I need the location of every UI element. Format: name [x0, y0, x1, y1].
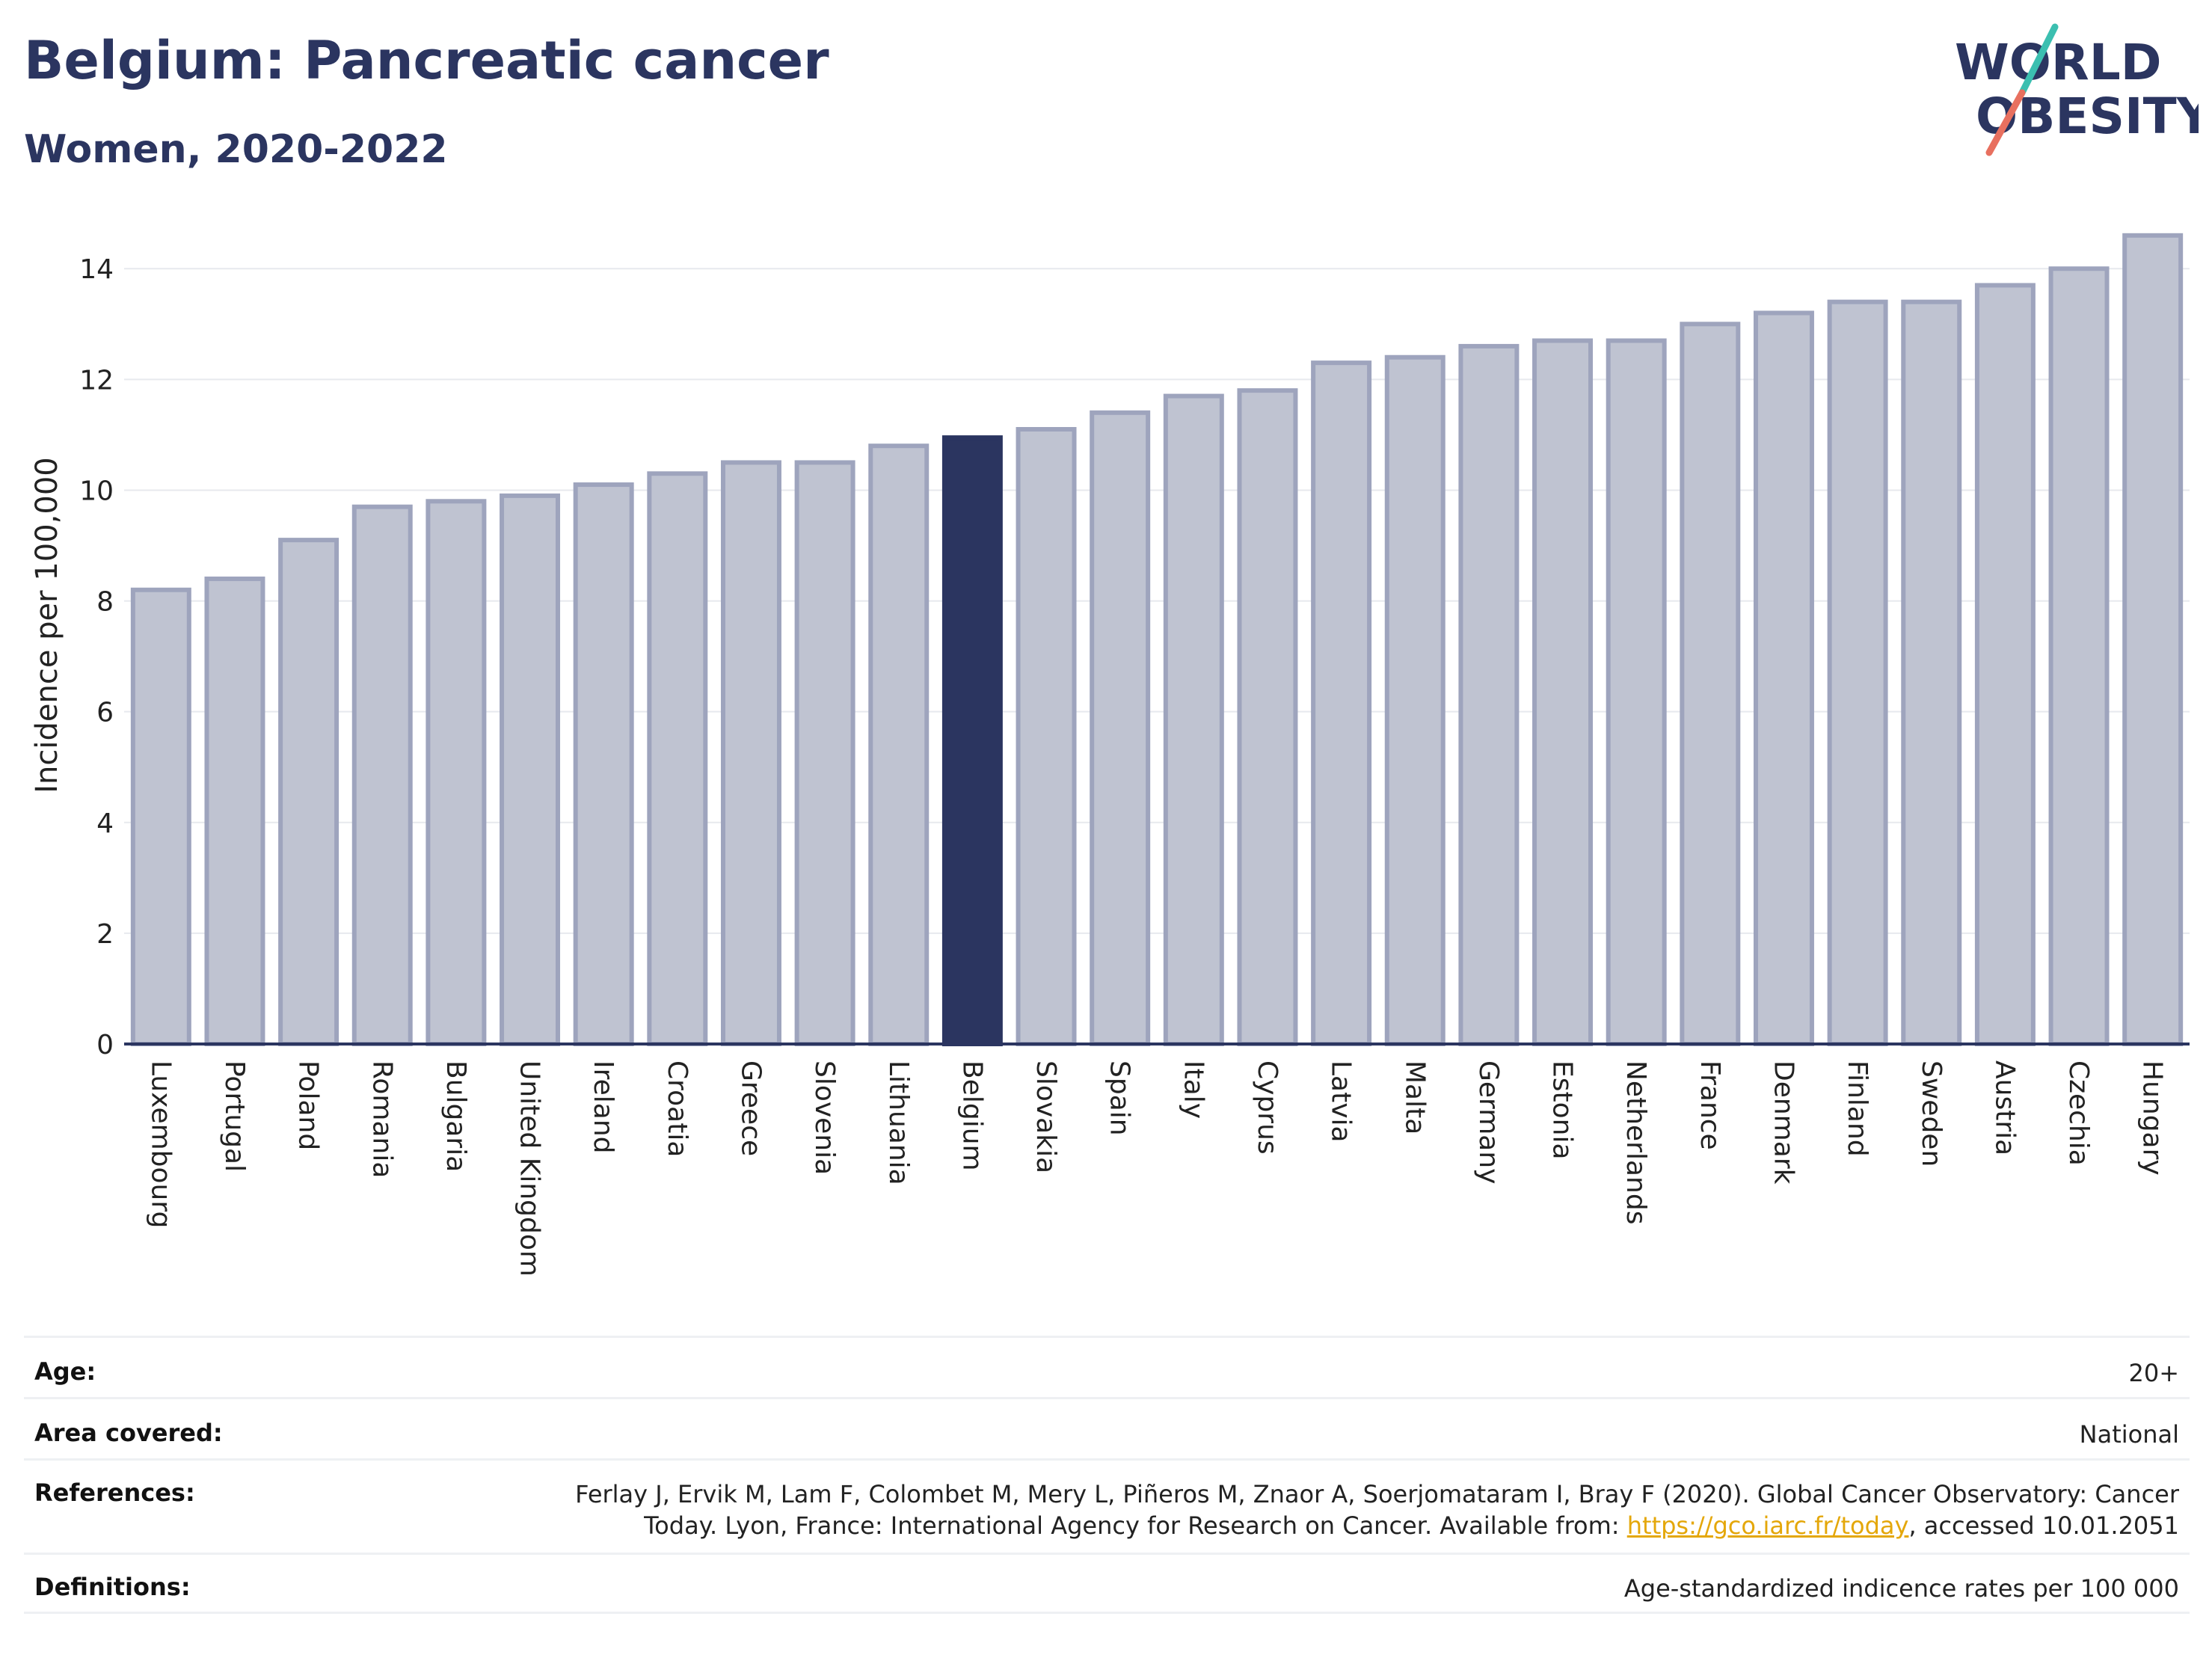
y-tick-label: 0 [96, 1030, 114, 1060]
x-tick-label: Hungary [2137, 1060, 2168, 1176]
bar [1974, 283, 2036, 1046]
x-tick-label: Latvia [1326, 1060, 1357, 1143]
bar [1311, 360, 1372, 1046]
x-tick-label: Ireland [588, 1060, 618, 1154]
bar [278, 538, 340, 1046]
x-tick-label: Cyprus [1252, 1060, 1282, 1155]
definitions-value: Age-standardized indicence rates per 100… [1623, 1574, 2179, 1603]
bar [130, 587, 191, 1046]
info-row-definitions: Definitions: Age-standardized indicence … [24, 1553, 2190, 1614]
x-tick-label: Czechia [2063, 1060, 2094, 1166]
references-label: References: [34, 1479, 195, 1507]
info-row-references: References: Ferlay J, Ervik M, Lam F, Co… [24, 1458, 2190, 1553]
bar [868, 443, 930, 1046]
x-tick-label: Italy [1178, 1060, 1208, 1119]
area-label: Area covered: [34, 1419, 223, 1447]
x-tick-label: Slovenia [809, 1060, 840, 1175]
x-tick-label: Denmark [1768, 1060, 1798, 1185]
bar [351, 504, 413, 1046]
bars [130, 233, 2184, 1047]
x-tick-labels: Luxembourg Portugal Poland Romania Bulgaria U… [145, 1060, 2167, 1277]
x-tick-label: France [1695, 1060, 1725, 1150]
world-obesity-logo: WORLD OBESITY [1955, 23, 2199, 156]
y-tick-label: 2 [96, 919, 114, 950]
x-tick-label: Portugal [219, 1060, 250, 1172]
bar [1901, 299, 1962, 1047]
x-tick-label: Bulgaria [440, 1060, 471, 1172]
x-tick-label: Austria [1989, 1060, 2020, 1155]
logo-slash-coral [1985, 89, 2026, 156]
info-row-age: Age: 20+ [24, 1336, 2190, 1397]
bar [1384, 354, 1446, 1046]
info-row-area: Area covered: National [24, 1397, 2190, 1458]
info-table: Age: 20+ Area covered: National Referenc… [24, 1336, 2190, 1614]
x-tick-label: Estonia [1547, 1060, 1578, 1160]
chart-title: Belgium: Pancreatic cancer [24, 30, 829, 91]
y-tick-label: 12 [79, 365, 114, 396]
references-text: Ferlay J, Ervik M, Lam F, Colombet M, Me… [575, 1480, 2179, 1540]
bar [720, 460, 781, 1046]
x-tick-label: United Kingdom [514, 1060, 545, 1277]
age-value: 20+ [2128, 1359, 2179, 1387]
bar [425, 499, 487, 1046]
x-tick-label: Luxembourg [145, 1060, 176, 1228]
x-tick-label: Germany [1473, 1060, 1504, 1184]
y-tick-labels: 0 2 4 6 8 10 12 14 [79, 254, 114, 1060]
bar [647, 471, 708, 1046]
bar [1016, 427, 1077, 1046]
x-tick-label: Belgium [956, 1060, 987, 1171]
bar-chart: 0 2 4 6 8 10 12 14 Luxembourg Portugal Poland Roma… [30, 233, 2190, 1277]
bar [1458, 343, 1520, 1046]
y-tick-label: 8 [96, 587, 114, 618]
y-tick-label: 14 [79, 254, 114, 285]
bar-highlighted [941, 435, 1003, 1046]
area-value: National [2079, 1420, 2179, 1449]
bar [204, 576, 265, 1046]
bar [1163, 393, 1224, 1046]
references-link[interactable]: https://gco.iarc.fr/today [1626, 1511, 1909, 1540]
definitions-label: Definitions: [34, 1573, 191, 1601]
x-tick-label: Greece [735, 1060, 766, 1156]
chart-subtitle: Women, 2020-2022 [24, 127, 448, 172]
bar [1680, 322, 1741, 1046]
y-tick-label: 4 [96, 808, 114, 839]
bar [794, 460, 855, 1046]
age-label: Age: [34, 1357, 96, 1386]
logo-slash-teal [2018, 23, 2059, 96]
y-tick-label: 10 [79, 476, 114, 506]
x-tick-label: Lithuania [883, 1060, 914, 1185]
bar [573, 482, 634, 1046]
references-value: Ferlay J, Ervik M, Lam F, Colombet M, Me… [534, 1479, 2179, 1541]
references-accessed: , accessed 10.01.2051 [1908, 1511, 2179, 1540]
x-tick-label: Spain [1105, 1060, 1135, 1136]
y-tick-label: 6 [96, 698, 114, 728]
bar [1237, 388, 1298, 1046]
x-tick-label: Sweden [1916, 1060, 1947, 1167]
logo-line-world: WORLD [1955, 34, 2162, 91]
bar [1606, 338, 1667, 1047]
bar [2048, 266, 2110, 1046]
x-tick-label: Slovakia [1030, 1060, 1061, 1173]
y-axis-label: Incidence per 100,000 [30, 457, 64, 793]
x-tick-label: Malta [1399, 1060, 1430, 1134]
x-tick-label: Finland [1842, 1060, 1872, 1157]
bar [2122, 233, 2184, 1047]
bar [1532, 338, 1594, 1047]
x-tick-label: Romania [366, 1060, 397, 1178]
bar [1090, 410, 1151, 1046]
x-tick-label: Netherlands [1620, 1060, 1651, 1224]
x-tick-label: Poland [293, 1060, 324, 1150]
x-tick-label: Croatia [662, 1060, 692, 1157]
bar [1827, 299, 1888, 1047]
bar [1753, 310, 1814, 1046]
bar [500, 493, 561, 1046]
